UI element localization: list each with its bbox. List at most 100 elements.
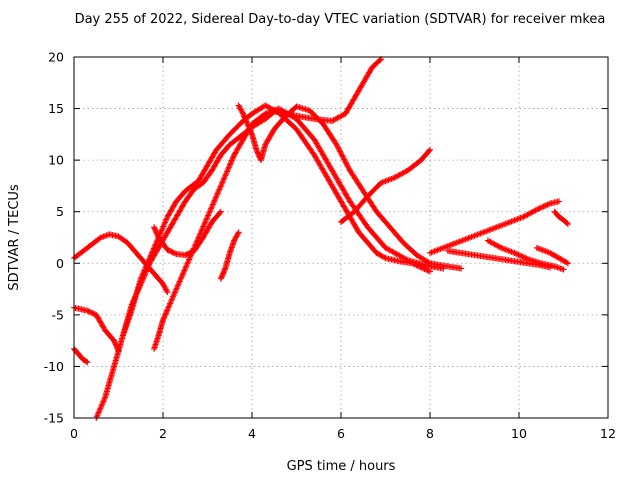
- data-point: [186, 255, 193, 262]
- data-point: [99, 401, 106, 408]
- data-point: [520, 254, 527, 261]
- data-point: [342, 159, 349, 166]
- y-tick-label: -15: [44, 411, 64, 426]
- data-point: [345, 164, 352, 171]
- data-point: [394, 173, 401, 180]
- data-point: [220, 176, 227, 183]
- data-point: [183, 263, 190, 270]
- data-point: [486, 238, 493, 245]
- series-track-7: [151, 208, 224, 259]
- data-point: [334, 144, 341, 151]
- data-point: [162, 311, 169, 318]
- y-tick-label: 20: [48, 50, 64, 65]
- data-point: [214, 190, 221, 197]
- data-point: [175, 281, 182, 288]
- data-point: [163, 308, 170, 315]
- data-point: [150, 246, 157, 253]
- data-point: [222, 172, 229, 179]
- data-point: [94, 412, 101, 419]
- data-point: [164, 289, 171, 296]
- data-point: [246, 124, 253, 131]
- axis-ticks: 0 2 4 6 8 10 12 -15 -10 -5 0 5 10 15 20: [44, 50, 616, 442]
- data-point: [210, 200, 217, 207]
- data-point: [556, 198, 563, 205]
- data-point: [262, 102, 269, 109]
- data-point: [427, 146, 433, 153]
- data-point: [217, 208, 224, 215]
- data-point: [339, 153, 346, 160]
- data-point: [145, 257, 152, 264]
- data-point: [396, 171, 403, 178]
- data-point: [235, 229, 242, 236]
- x-tick-label: 2: [159, 426, 167, 441]
- x-tick-label: 4: [248, 426, 256, 441]
- data-point: [245, 123, 252, 130]
- y-tick-label: -5: [52, 307, 64, 322]
- series-track-10: [338, 146, 433, 226]
- data-point: [528, 209, 535, 216]
- data-point: [398, 171, 405, 178]
- data-point: [163, 215, 170, 222]
- data-point: [202, 217, 209, 224]
- data-point: [241, 113, 248, 120]
- data-point: [254, 148, 261, 155]
- y-tick-label: 15: [48, 101, 64, 116]
- data-point: [99, 399, 106, 406]
- data-point: [153, 230, 160, 237]
- data-point: [494, 242, 501, 249]
- data-point: [165, 304, 172, 311]
- data-point: [164, 306, 171, 313]
- data-point: [531, 208, 538, 215]
- data-point: [172, 288, 179, 295]
- data-point: [137, 275, 144, 282]
- data-point: [143, 262, 150, 269]
- x-axis-label: GPS time / hours: [287, 459, 396, 474]
- data-point: [219, 179, 226, 186]
- data-point: [163, 216, 170, 223]
- data-point: [224, 168, 231, 175]
- data-point: [216, 209, 223, 216]
- data-point: [336, 147, 343, 154]
- data-point: [426, 147, 433, 154]
- data-point: [180, 270, 187, 277]
- data-point: [230, 154, 237, 161]
- data-point: [244, 121, 251, 128]
- data-point: [563, 259, 570, 266]
- data-point: [141, 266, 148, 273]
- data-point: [337, 113, 344, 120]
- data-point: [492, 241, 499, 248]
- data-point: [543, 202, 550, 209]
- series-track-1: [71, 231, 171, 296]
- data-point: [167, 300, 174, 307]
- data-point: [540, 203, 547, 210]
- data-point: [93, 413, 100, 420]
- data-point: [204, 213, 211, 220]
- data-point: [209, 201, 216, 208]
- data-point: [180, 268, 187, 275]
- data-point: [168, 296, 175, 303]
- data-point: [227, 160, 234, 167]
- data-point: [198, 227, 205, 234]
- data-point: [199, 224, 206, 231]
- data-point: [220, 269, 227, 276]
- data-point: [541, 202, 548, 209]
- data-point: [98, 402, 105, 409]
- series-track-3: [71, 345, 91, 366]
- data-point: [522, 254, 529, 261]
- data-point: [164, 307, 171, 314]
- y-tick-label: 0: [56, 256, 64, 271]
- data-point: [338, 112, 345, 119]
- data-point: [205, 212, 212, 219]
- data-point: [185, 257, 192, 264]
- data-point: [221, 266, 228, 273]
- data-point: [162, 217, 169, 224]
- data-point: [228, 157, 235, 164]
- data-point: [216, 184, 223, 191]
- data-point: [141, 267, 148, 274]
- data-point: [165, 303, 172, 310]
- data-point: [186, 256, 193, 263]
- data-point: [219, 178, 226, 185]
- data-point: [392, 173, 399, 180]
- data-point: [254, 149, 261, 156]
- data-point: [344, 163, 351, 170]
